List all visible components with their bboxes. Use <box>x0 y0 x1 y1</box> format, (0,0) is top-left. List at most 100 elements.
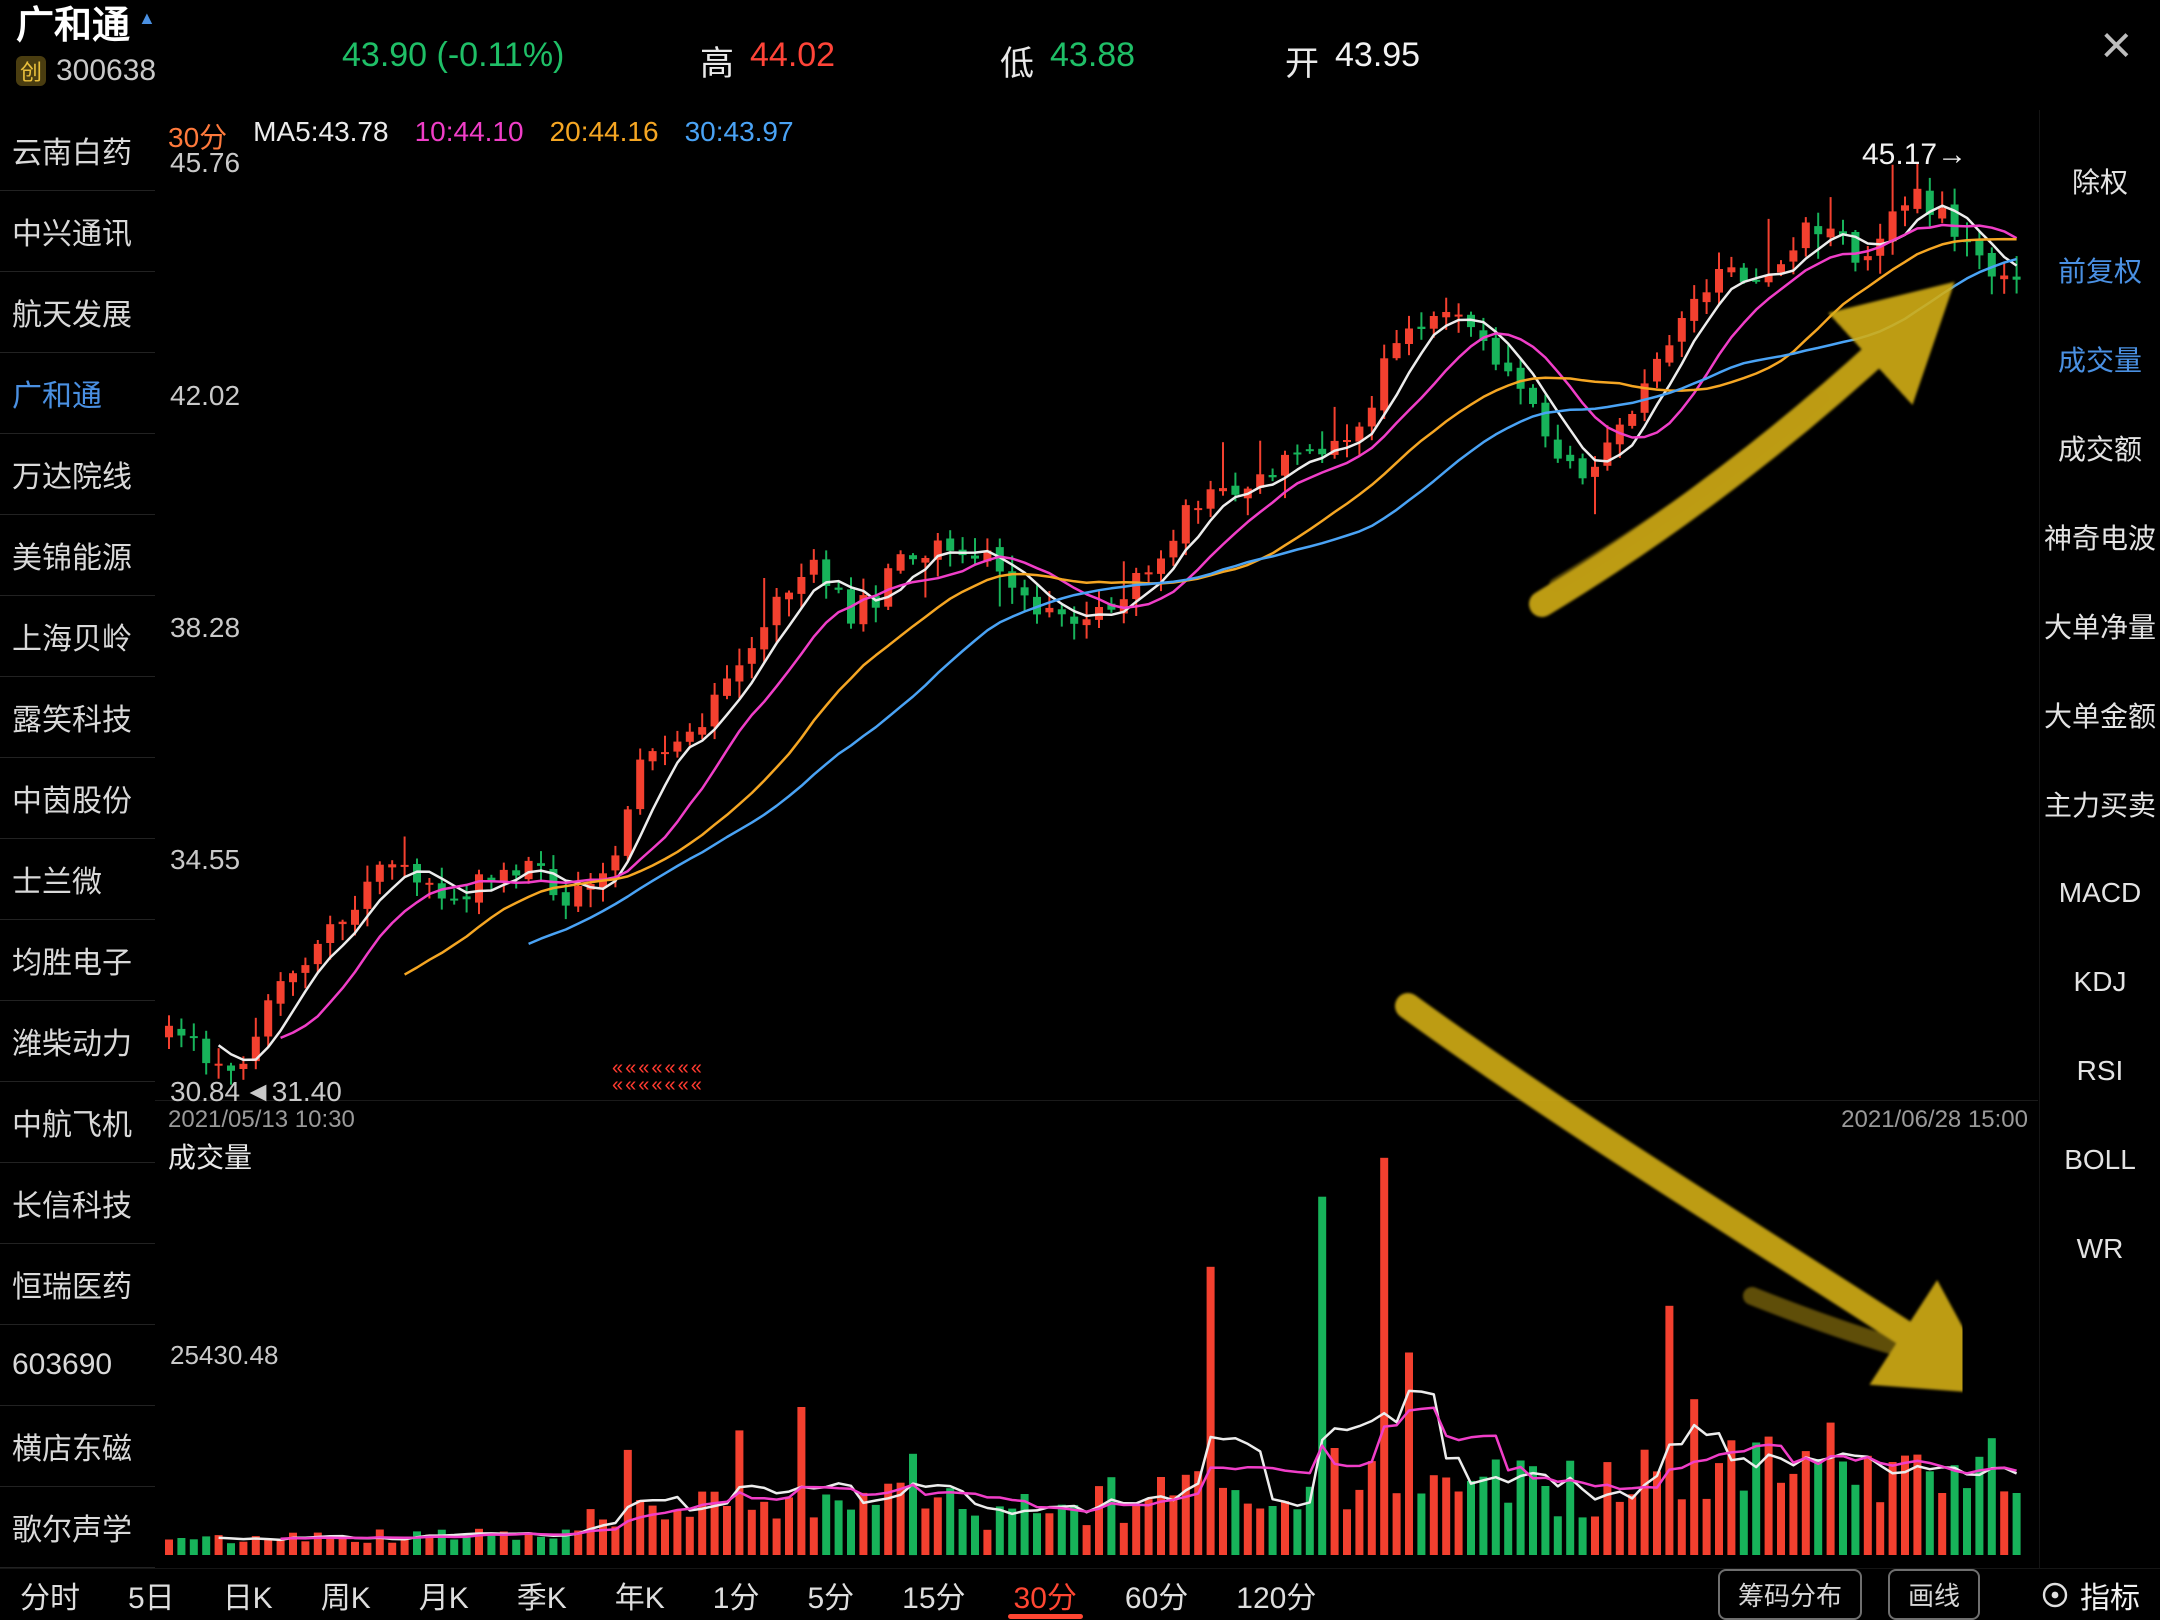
indicator-button[interactable]: 指标 <box>2040 1573 2140 1617</box>
indicator-settings-icon <box>2042 1582 2068 1607</box>
period-tab[interactable]: 15分 <box>902 1581 966 1615</box>
period-tab[interactable]: 分时 <box>20 1581 80 1615</box>
indicator-panel-item[interactable]: RSI <box>2076 1054 2124 1086</box>
price-axis-label: 45.76 <box>170 147 241 178</box>
low-quote: 低 43.88 <box>1000 36 1135 85</box>
stock-identity: 广和通 ▲ 创 300638 <box>16 5 157 88</box>
indicator-panel-item[interactable]: MACD <box>2058 876 2142 908</box>
watchlist-item[interactable]: 云南白药 <box>0 110 155 191</box>
indicator-panel-item[interactable]: WR <box>2076 1232 2124 1264</box>
price-axis-label: 34.55 <box>170 844 241 876</box>
indicator-panel-item[interactable]: 主力买卖 <box>2043 789 2156 821</box>
indicator-panel: 除权前复权成交量成交额神奇电波大单净量大单金额主力买卖 MACD KDJ RSI BOL… <box>2039 110 2160 1568</box>
watchlist-item[interactable]: 歌尔声学 <box>0 1487 155 1568</box>
legend-ma5: MA5:43.78 <box>253 116 389 147</box>
stock-code: 300638 <box>56 53 157 87</box>
ma-line <box>217 204 2018 1062</box>
ma-line <box>528 257 2017 946</box>
chip-distribution-button[interactable]: 筹码分布 <box>1717 1569 1862 1620</box>
recent-high-marker: 45.17→ <box>1862 138 1968 171</box>
watchlist-item[interactable]: 603690 <box>0 1325 155 1406</box>
watchlist-item[interactable]: 广和通 <box>0 353 155 434</box>
pane-divider <box>155 1100 2038 1101</box>
period-tabs: 分时 5日 日K 周K 月K 季K 年K 1分 5分 15分 30分 60分 120分 <box>20 1569 1316 1620</box>
watchlist: 云南白药 中兴通讯 航天发展 广和通 万达院线 美锦能源 上海贝岭 露笑科技 中茵股份 士兰微 均胜… <box>0 110 155 1568</box>
volume-bars <box>165 1157 2021 1556</box>
watchlist-item[interactable]: 中茵股份 <box>0 758 155 839</box>
volume-pane-title: 成交量 <box>168 1142 253 1173</box>
chart-legend: 30分 MA5:43.78 10:44.10 20:44.16 30:43.97 <box>168 116 794 156</box>
period-tab[interactable]: 30分 <box>1007 1569 1084 1620</box>
period-tab[interactable]: 月K <box>418 1581 469 1615</box>
ma-line <box>280 223 2018 1040</box>
watchlist-item[interactable]: 万达院线 <box>0 434 155 515</box>
price-chart[interactable] <box>155 150 2038 1110</box>
price-axis-min-row: 30.84 ◄31.40 <box>170 1076 342 1108</box>
watchlist-item[interactable]: 横店东磁 <box>0 1406 155 1487</box>
high-label: 高 <box>700 45 734 83</box>
indicator-panel-item[interactable]: 大单金额 <box>2043 700 2156 732</box>
indicator-panel-item[interactable]: 除权 <box>2071 166 2128 198</box>
watchlist-item[interactable]: 航天发展 <box>0 272 155 353</box>
period-tab[interactable]: 年K <box>614 1581 665 1615</box>
header: 广和通 ▲ 创 300638 43.90 (-0.11%) 高 44.02 低 … <box>0 0 2160 110</box>
period-tab[interactable]: 周K <box>320 1581 371 1615</box>
caret-up-icon: ▲ <box>138 8 156 28</box>
watchlist-item[interactable]: 长信科技 <box>0 1163 155 1244</box>
x-axis-end-label: 2021/06/28 15:00 <box>1841 1106 2028 1133</box>
period-tab[interactable]: 60分 <box>1124 1581 1189 1615</box>
watchlist-item[interactable]: 中兴通讯 <box>0 191 155 272</box>
price-axis-min-label: 30.84 <box>170 1076 241 1107</box>
watchlist-item[interactable]: 美锦能源 <box>0 515 155 596</box>
ma-line <box>403 237 2017 976</box>
indicator-panel-item[interactable]: 前复权 <box>2057 255 2142 287</box>
indicator-panel-item[interactable]: 成交额 <box>2057 433 2142 465</box>
period-tab[interactable]: 季K <box>516 1581 567 1615</box>
price-axis-label: 42.02 <box>170 379 241 411</box>
high-quote: 高 44.02 <box>700 36 835 85</box>
indicator-panel-item[interactable]: 神奇电波 <box>2043 522 2156 554</box>
legend-ma20: 20:44.16 <box>549 116 659 147</box>
baseline-price-marker: ◄31.40 <box>244 1076 342 1107</box>
red-stamp-line2: ««««««« <box>612 1074 704 1096</box>
board-badge: 创 <box>16 55 46 86</box>
period-tab[interactable]: 5分 <box>807 1581 855 1615</box>
indicator-panel-item[interactable]: 成交量 <box>2057 344 2142 376</box>
open-label: 开 <box>1285 45 1319 83</box>
legend-ma10: 10:44.10 <box>414 116 524 147</box>
close-icon[interactable]: × <box>2100 15 2132 75</box>
indicator-panel-item[interactable]: 大单净量 <box>2043 611 2156 643</box>
legend-ma30: 30:43.97 <box>684 116 794 147</box>
indicator-panel-item[interactable]: KDJ <box>2073 965 2127 997</box>
high-value: 44.02 <box>750 36 836 74</box>
bottom-bar: 分时 5日 日K 周K 月K 季K 年K 1分 5分 15分 30分 60分 120分 筹码分布 画线 … <box>0 1568 2160 1620</box>
period-tab[interactable]: 1分 <box>712 1581 760 1615</box>
volume-chart[interactable] <box>155 1135 2038 1560</box>
bottom-actions: 筹码分布 画线 指标 <box>1717 1569 2140 1620</box>
price-axis-label: 38.28 <box>170 612 241 644</box>
period-tab[interactable]: 120分 <box>1236 1581 1317 1615</box>
watchlist-item[interactable]: 中航飞机 <box>0 1082 155 1163</box>
indicator-panel-item[interactable]: BOLL <box>2064 1143 2136 1175</box>
legend-period: 30分 <box>168 122 228 153</box>
draw-line-button[interactable]: 画线 <box>1887 1569 1980 1620</box>
candles <box>165 164 2021 1085</box>
watchlist-item[interactable]: 均胜电子 <box>0 920 155 1001</box>
red-stamp-annotation: ««««««« ««««««« <box>612 1058 704 1096</box>
watchlist-item[interactable]: 士兰微 <box>0 839 155 920</box>
period-tab[interactable]: 日K <box>222 1581 273 1615</box>
watchlist-item[interactable]: 恒瑞医药 <box>0 1244 155 1325</box>
watchlist-item[interactable]: 潍柴动力 <box>0 1001 155 1082</box>
x-axis-start-label: 2021/05/13 10:30 <box>168 1106 355 1133</box>
stock-name: 广和通 <box>16 5 131 47</box>
low-value: 43.88 <box>1050 36 1136 74</box>
period-tab[interactable]: 5日 <box>128 1581 175 1615</box>
volume-axis-label: 25430.48 <box>170 1340 279 1370</box>
open-value: 43.95 <box>1335 36 1421 74</box>
watchlist-item[interactable]: 露笑科技 <box>0 677 155 758</box>
open-quote: 开 43.95 <box>1285 36 1420 85</box>
indicator-label: 指标 <box>2080 1581 2140 1615</box>
watchlist-item[interactable]: 上海贝岭 <box>0 596 155 677</box>
low-label: 低 <box>1000 45 1034 83</box>
